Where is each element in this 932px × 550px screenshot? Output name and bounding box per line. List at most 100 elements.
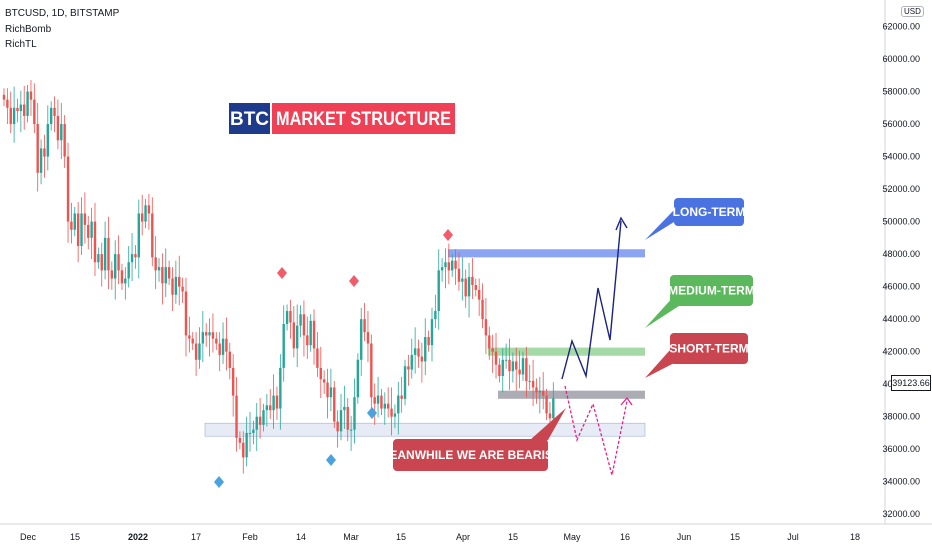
candle-body [393, 413, 397, 417]
candle-body [531, 380, 535, 388]
candle-body [491, 348, 494, 352]
x-tick-label: 15 [508, 532, 518, 542]
candle-body [255, 416, 258, 430]
callouts: LONG-TERM MEDIUM-TERM SHORT-TERM MEANWHILE … [229, 103, 755, 471]
candle-body [410, 354, 413, 370]
zones [204, 249, 646, 437]
title-badge-text: MARKET STRUCTURE [276, 109, 451, 130]
candle-body [467, 276, 471, 297]
candle-body [528, 380, 531, 382]
candle-body [424, 337, 427, 362]
candle-body [360, 319, 363, 360]
candle-body [538, 390, 542, 393]
candle-body [90, 221, 93, 238]
y-tick-label: 62000.00 [882, 22, 920, 32]
y-tick-label: 54000.00 [882, 152, 920, 162]
candle-body [461, 278, 464, 282]
short-term-label-box [670, 333, 748, 364]
candle-body [488, 335, 491, 349]
candle-body [444, 262, 447, 268]
x-tick-label: Apr [456, 532, 470, 542]
candle-body [63, 124, 66, 157]
candle-body [73, 213, 76, 230]
candle-body [140, 213, 144, 222]
y-tick-label: 34000.00 [882, 477, 920, 487]
candle-body [154, 257, 157, 271]
candle-body [518, 369, 521, 375]
candle-body [6, 99, 9, 108]
candle-body [49, 107, 53, 125]
candle-body [238, 437, 242, 443]
candle-body [181, 286, 184, 292]
medium-term-label-text: MEDIUM-TERM [668, 284, 755, 298]
x-tick-label: May [563, 532, 581, 542]
bottom-diamond [214, 476, 224, 488]
y-tick-label: 60000.00 [882, 54, 920, 64]
candle-body [552, 398, 555, 419]
zone-long_term [448, 249, 645, 258]
candle-body [515, 361, 518, 370]
candle-body [208, 332, 211, 336]
candle-body [309, 320, 312, 346]
candle-body [211, 332, 215, 339]
candle-body [231, 367, 235, 396]
candle-body [353, 397, 356, 430]
candle-body [451, 260, 454, 271]
candle-body [376, 395, 380, 404]
candle-body [403, 366, 407, 399]
zone-medium_term [488, 347, 645, 356]
candle-body [508, 359, 511, 372]
x-tick-label: 17 [191, 532, 201, 542]
top-diamond [443, 229, 453, 241]
candle-body [319, 367, 322, 380]
candle-body [457, 268, 461, 282]
candle-body [198, 343, 201, 360]
candle-body [144, 205, 147, 222]
long-term-label-text: LONG-TERM [673, 205, 746, 219]
bear-arrowhead [620, 396, 633, 406]
candle-body [33, 99, 36, 125]
candle-body [504, 359, 508, 361]
candle-body [262, 410, 265, 425]
bearish-label-box [393, 439, 548, 471]
candle-body [474, 285, 477, 290]
candle-body [66, 156, 70, 222]
x-axis: Dec 15 2022 17 Feb 14 Mar 15 Apr 15 May 16 Jun 15 Jul 1… [20, 532, 860, 542]
candle-body [322, 379, 326, 383]
candle-body [127, 262, 130, 279]
candle-body [339, 410, 343, 432]
candle-body [2, 94, 6, 100]
candle-body [157, 267, 161, 271]
title-badge-left [229, 103, 270, 134]
candle-body [201, 332, 205, 344]
candle-body [292, 322, 296, 349]
candle-body [343, 406, 346, 411]
currency-badge[interactable]: USD [901, 6, 924, 17]
indicator-richtl[interactable]: RichTL [5, 39, 37, 50]
candle-body [171, 278, 174, 295]
zone-short_term [498, 390, 645, 399]
x-tick-label: 15 [730, 532, 740, 542]
x-tick-label: 16 [620, 532, 630, 542]
candle-body [477, 289, 481, 300]
short-term-label-text: SHORT-TERM [669, 342, 748, 356]
last-price-label: 39123.66 [891, 375, 931, 391]
candle-body [464, 278, 467, 297]
candle-body [225, 338, 228, 352]
candle-body [420, 356, 424, 362]
candle-body [370, 343, 373, 398]
candle-body [349, 429, 353, 431]
candle-body [221, 338, 225, 355]
long-term-label-pointer [645, 210, 674, 240]
candle-body [252, 429, 255, 433]
candle-body [178, 276, 181, 287]
bear-projection-line [564, 385, 628, 476]
indicator-richbomb[interactable]: RichBomb [5, 24, 52, 35]
candle-body [114, 254, 117, 279]
candle-body [407, 366, 410, 370]
candle-body [471, 276, 474, 286]
candle-body [46, 124, 50, 157]
candle-body [383, 403, 387, 409]
candle-body [427, 337, 430, 346]
